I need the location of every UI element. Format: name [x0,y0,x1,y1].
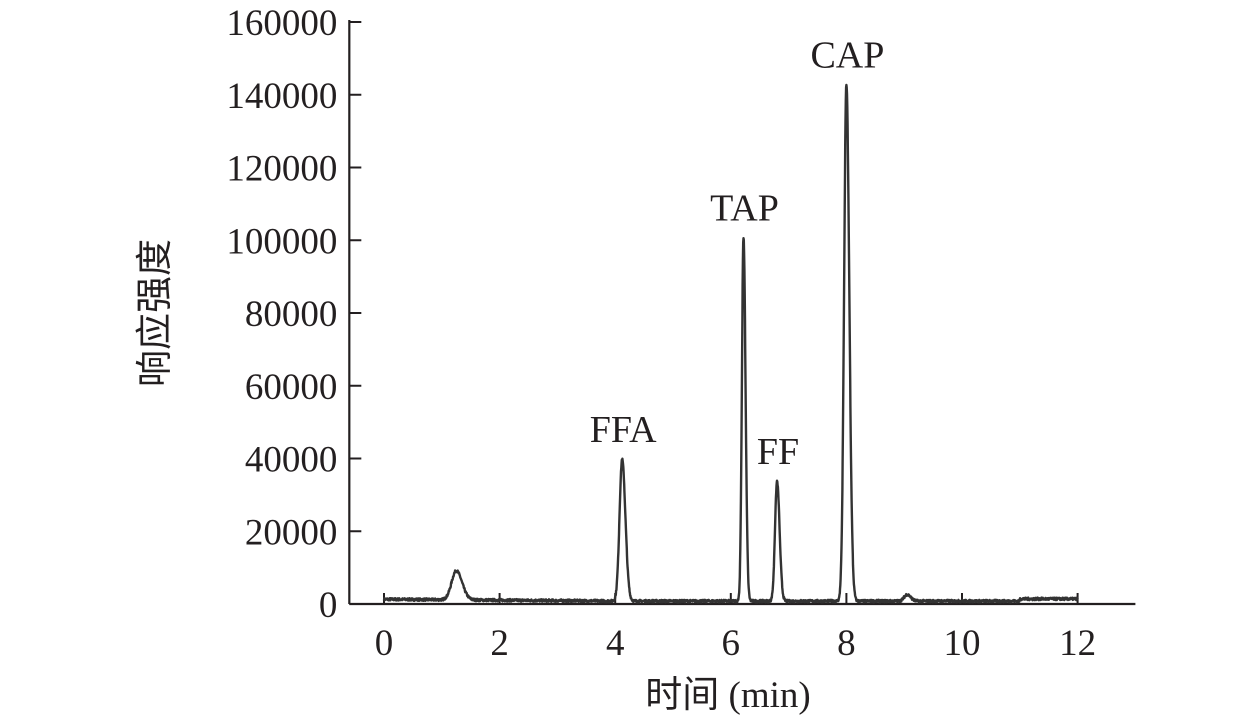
trace-layer [382,83,1079,604]
x-tick-label: 6 [722,623,741,664]
x-tick-label: 8 [837,623,856,664]
x-tick-label: 12 [1059,623,1096,664]
y-tick-label: 80000 [245,294,338,335]
x-tick-label: 4 [606,623,625,664]
y-tick-label: 100000 [226,221,337,262]
y-axis-title: 响应强度 [134,239,176,387]
peak-label-cap: CAP [810,34,884,76]
peak-label-tap: TAP [710,187,779,229]
chromatogram-trace [382,83,1079,604]
x-tick-label: 0 [375,623,394,664]
peak-label-ff: FF [757,431,799,473]
x-axis-title: 时间 (min) [645,675,810,716]
peak-label-ffa: FFA [590,409,657,451]
y-tick-label: 0 [319,585,338,626]
x-tick-label: 10 [944,623,981,664]
axes: 0 20000 40000 60000 80000 100000 120000 140000 1… [226,3,1136,664]
y-tick-label: 60000 [245,367,338,408]
peak-labels: FFA TAP FF CAP [590,34,885,472]
x-tick-label: 2 [490,623,509,664]
y-tick-label: 120000 [226,149,337,190]
y-tick-label: 160000 [226,3,337,44]
y-tick-label: 40000 [245,440,338,481]
y-tick-label: 140000 [226,76,337,117]
y-tick-label: 20000 [245,512,338,553]
